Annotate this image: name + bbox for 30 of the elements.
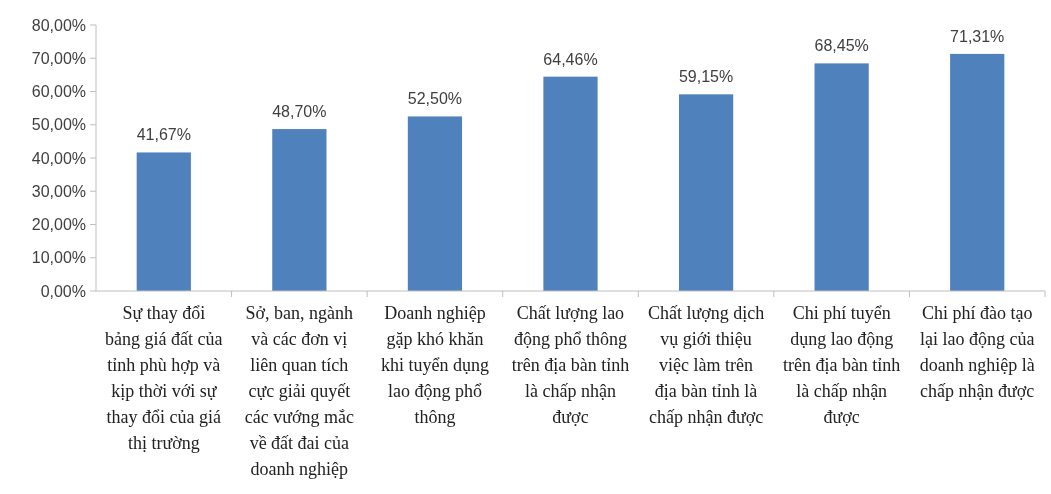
bar — [407, 116, 463, 291]
data-label: 41,67% — [136, 126, 191, 144]
data-label: 64,46% — [543, 50, 598, 68]
bar — [814, 63, 869, 291]
x-tick-label: Doanh nghiệp gặp khó khăn khi tuyển dụng lao động phổ thông — [380, 303, 489, 427]
y-tick-label: 10,00% — [31, 249, 86, 267]
x-tick-label: Chi phí tuyển dụng lao động trên địa bàn tỉnh là chấp nhận được — [782, 303, 901, 427]
y-tick-label: 70,00% — [31, 49, 86, 67]
bar — [678, 94, 734, 291]
y-tick-label: 40,00% — [31, 149, 86, 167]
y-tick-label: 0,00% — [40, 282, 86, 300]
x-tick-label: Sự thay đổi bảng giá đất của tỉnh phù hợp và kịp thời với sự thay đổi của giá thị trường — [105, 303, 223, 453]
y-tick-label: 30,00% — [31, 182, 86, 200]
bar — [272, 129, 327, 291]
data-label: 71,31% — [950, 27, 1005, 45]
bar — [950, 53, 1005, 291]
data-label: 68,45% — [814, 37, 869, 55]
x-tick-label: Chất lượng lao động phổ thông trên địa bàn tỉnh là chấp nhận được — [511, 303, 630, 427]
y-tick-label: 20,00% — [31, 216, 86, 234]
y-tick-label: 50,00% — [31, 116, 86, 134]
x-tick-label: Chất lượng dịch vụ giới thiệu việc làm trên địa bàn tỉnh là chấp nhận được — [647, 303, 765, 427]
bar — [543, 76, 598, 291]
y-tick-label: 60,00% — [31, 83, 86, 101]
data-label: 48,70% — [272, 103, 327, 121]
data-label: 59,15% — [678, 68, 734, 86]
x-tick-label: Sở, ban, ngành và các đơn vị liên quan tích cực giải quyết các vướng mắc về đất đai của doanh nghiệp — [244, 303, 354, 479]
x-tick-label: Chi phí đào tạo lại lao động của doanh nghiệp là chấp nhận được — [919, 303, 1035, 401]
data-label: 52,50% — [407, 90, 463, 108]
bar — [136, 152, 191, 291]
y-tick-label: 80,00% — [31, 16, 86, 34]
